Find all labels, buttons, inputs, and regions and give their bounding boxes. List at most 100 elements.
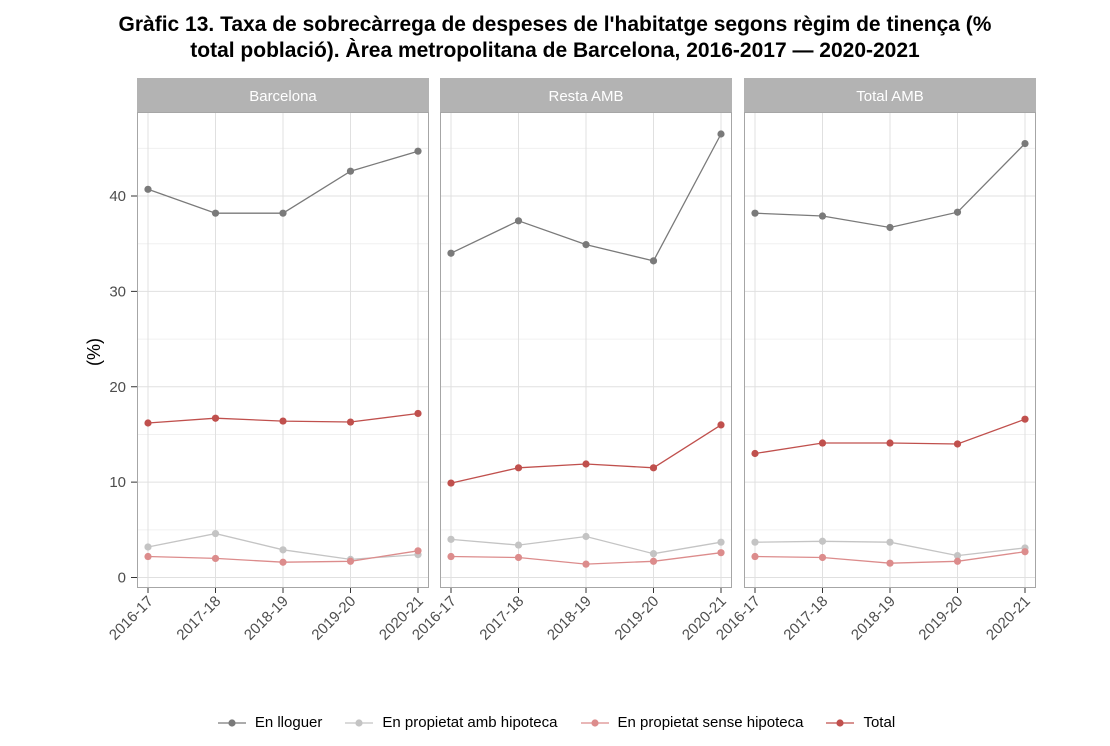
x-tick-label: 2017-18 xyxy=(476,593,527,644)
y-axis-title: (%) xyxy=(84,338,104,366)
data-point xyxy=(346,557,355,565)
data-point xyxy=(649,557,658,565)
x-tick-label: 2017-18 xyxy=(780,593,831,644)
data-point xyxy=(144,552,152,561)
data-point xyxy=(279,209,287,217)
legend-key xyxy=(217,718,246,727)
panel-border xyxy=(137,112,429,588)
data-point xyxy=(514,217,523,225)
data-point xyxy=(717,421,725,429)
legend-item: En propietat sense hipoteca xyxy=(578,714,804,731)
data-point xyxy=(582,560,590,568)
facet-strip xyxy=(137,78,429,112)
data-point xyxy=(886,559,894,567)
data-point xyxy=(751,552,759,561)
facet-strip xyxy=(440,78,732,112)
facet-strip xyxy=(744,78,1036,112)
data-point xyxy=(818,537,827,545)
data-point xyxy=(886,439,894,447)
x-tick-label: 2020-21 xyxy=(983,593,1034,644)
y-tick-label: 30 xyxy=(109,283,126,300)
data-point xyxy=(582,532,590,541)
data-point xyxy=(279,417,287,425)
data-point xyxy=(953,557,962,565)
data-point xyxy=(447,552,455,561)
data-point xyxy=(886,538,894,546)
data-point xyxy=(717,130,725,138)
data-point xyxy=(751,449,759,458)
legend-key xyxy=(826,718,855,727)
x-tick-label: 2018-19 xyxy=(544,593,595,644)
x-tick-label: 2017-18 xyxy=(173,593,224,644)
data-point xyxy=(514,553,523,562)
facet-strip-label: Total AMB xyxy=(856,88,924,105)
data-point xyxy=(717,538,725,546)
x-tick-label: 2019-20 xyxy=(308,593,359,644)
data-point xyxy=(649,464,658,472)
legend-key-point xyxy=(836,718,845,727)
y-tick-label: 20 xyxy=(109,379,126,396)
data-point xyxy=(582,241,590,249)
data-point xyxy=(818,439,827,447)
data-point xyxy=(1021,415,1029,423)
data-point xyxy=(953,440,962,448)
legend-label: Total xyxy=(863,714,896,731)
data-point xyxy=(414,409,422,418)
legend-item: Total xyxy=(823,714,895,731)
chart-title-line-1: Gràfic 13. Taxa de sobrecàrrega de despe… xyxy=(118,13,992,36)
legend-item: En propietat amb hipoteca xyxy=(342,714,558,731)
panel-border xyxy=(744,112,1036,588)
legend-label: En propietat sense hipoteca xyxy=(617,714,804,731)
chart-title: Gràfic 13. Taxa de sobrecàrrega de despe… xyxy=(0,12,1110,64)
data-point xyxy=(447,535,455,543)
legend-key-point xyxy=(355,718,363,727)
legend-key-point xyxy=(590,718,599,727)
data-point xyxy=(886,223,894,232)
legend-key-point xyxy=(228,718,236,727)
data-point xyxy=(144,543,152,551)
facet-strip-label: Resta AMB xyxy=(548,88,623,105)
x-tick-label: 2019-20 xyxy=(915,593,966,644)
data-point xyxy=(144,419,152,427)
y-tick-label: 40 xyxy=(109,188,126,205)
data-point xyxy=(1021,139,1029,148)
data-point xyxy=(953,208,962,216)
legend-label: En propietat amb hipoteca xyxy=(382,714,558,731)
y-tick-label: 10 xyxy=(109,474,126,491)
data-point xyxy=(211,414,220,422)
legend-item: En lloguer xyxy=(215,714,323,731)
data-point xyxy=(414,547,422,555)
data-point xyxy=(953,551,962,560)
legend-label: En lloguer xyxy=(254,714,323,731)
data-point xyxy=(751,209,759,217)
x-tick-label: 2018-19 xyxy=(241,593,292,644)
data-point xyxy=(818,553,827,562)
x-tick-label: 2018-19 xyxy=(848,593,899,644)
x-tick-label: 2016-17 xyxy=(106,593,157,644)
data-point xyxy=(211,209,220,217)
data-point xyxy=(751,538,759,546)
data-point xyxy=(279,546,287,554)
x-tick-label: 2019-20 xyxy=(611,593,662,644)
data-point xyxy=(279,558,287,566)
data-point xyxy=(447,479,455,487)
data-point xyxy=(582,460,590,468)
data-point xyxy=(1021,548,1029,556)
facet-strip-label: Barcelona xyxy=(249,88,317,105)
data-point xyxy=(649,257,658,265)
legend-key xyxy=(345,718,374,727)
data-point xyxy=(447,249,455,257)
data-point xyxy=(514,464,523,472)
data-point xyxy=(144,185,152,193)
data-point xyxy=(414,147,422,155)
legend: En lloguer En propietat amb hipoteca En pr… xyxy=(0,714,1110,731)
data-point xyxy=(717,549,725,557)
legend-key xyxy=(580,718,609,727)
data-point xyxy=(649,550,658,558)
data-point xyxy=(514,541,523,549)
data-point xyxy=(211,530,220,538)
